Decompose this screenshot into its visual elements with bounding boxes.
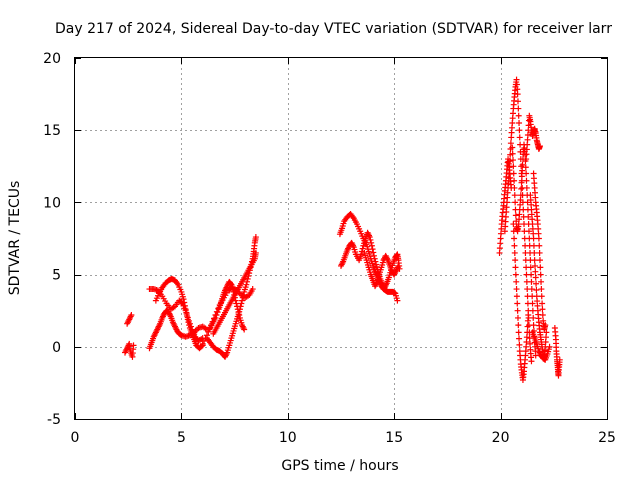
data-points [122,76,563,384]
chart-title: Day 217 of 2024, Sidereal Day-to-day VTE… [55,21,612,37]
data-point-markers [124,312,135,327]
data-point-markers [122,340,137,360]
data-series-segment [338,229,403,291]
data-point-markers [529,329,553,363]
data-point-markers [338,229,403,291]
y-tick-label: 0 [52,340,61,356]
grid [75,58,607,419]
y-tick-label: 20 [43,51,61,67]
data-series-segment [510,221,532,384]
data-point-markers [509,141,539,359]
data-point-markers [361,249,402,290]
data-series-segment [529,329,553,363]
data-series-segment [523,112,543,163]
x-tick-label: 0 [71,430,80,446]
y-tick-label: 15 [43,123,61,139]
data-series-segment [509,141,539,359]
data-series-segment [152,275,206,352]
x-tick-label: 10 [279,430,297,446]
y-tick-label: -5 [47,412,61,428]
data-series-segment [122,340,137,360]
data-point-markers [199,284,256,347]
data-point-markers [146,307,210,352]
data-series-segment [199,284,256,347]
data-series-segment [146,307,210,352]
y-axis-label: SDTVAR / TECUs [7,181,23,296]
data-series-segment [361,249,402,290]
x-tick-label: 15 [385,430,403,446]
plot-border [74,57,608,420]
x-tick-label: 25 [598,430,616,446]
data-series-segment [551,325,563,379]
y-tick-label: 5 [52,268,61,284]
y-tick-label: 10 [43,195,61,211]
data-point-markers [510,221,532,384]
data-point-markers [551,325,563,379]
x-axis-label: GPS time / hours [281,458,398,474]
x-tick-label: 5 [177,430,186,446]
data-point-markers [530,170,549,333]
data-point-markers [523,112,543,163]
data-series-segment [124,312,135,327]
data-series-segment [530,170,549,333]
x-tick-label: 20 [492,430,510,446]
data-point-markers [152,275,206,352]
